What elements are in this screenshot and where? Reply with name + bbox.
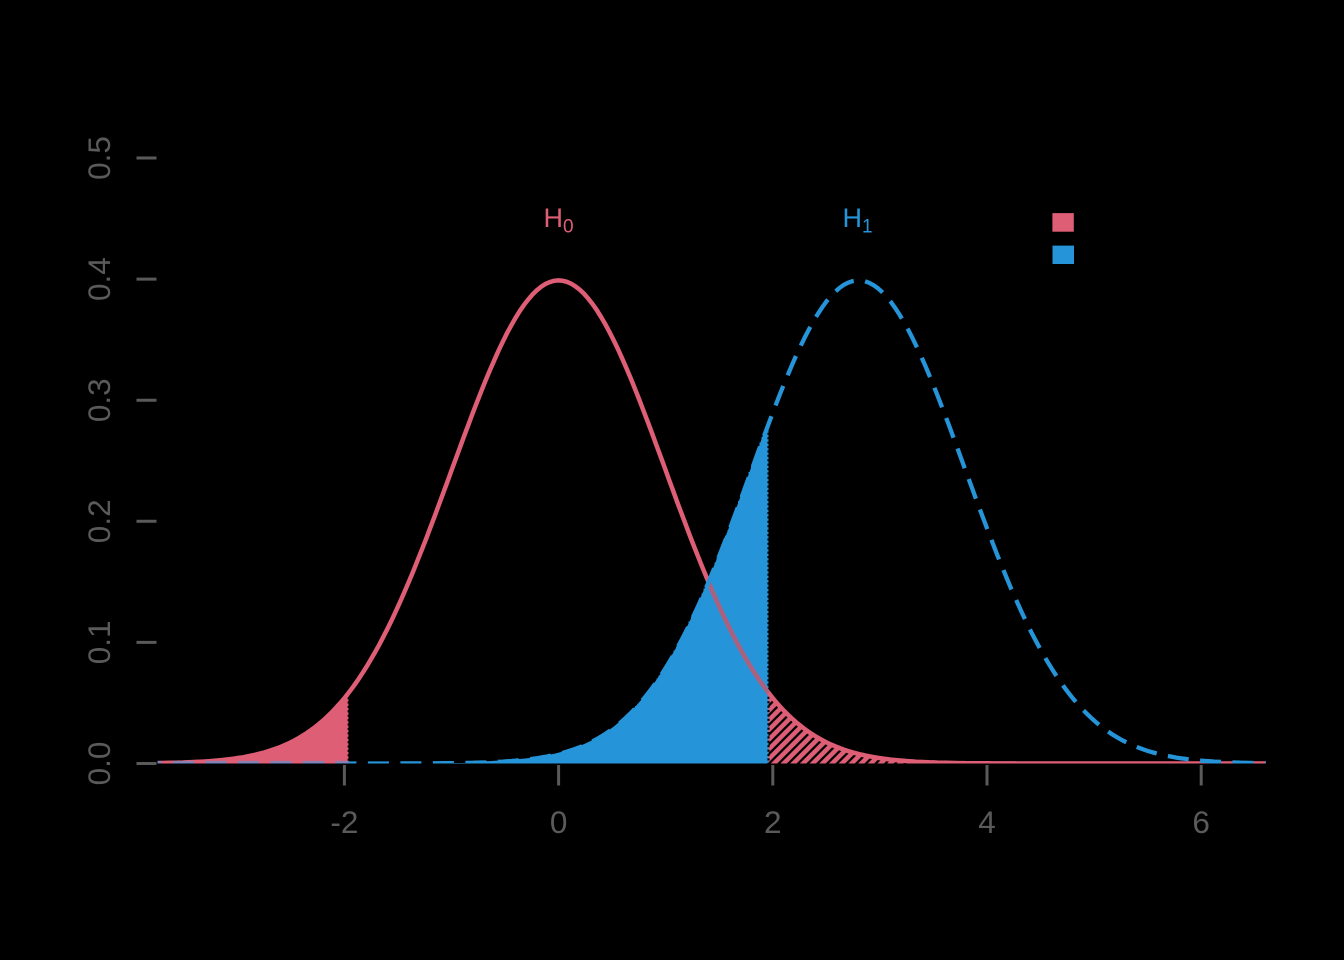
svg-text:0.4: 0.4 — [81, 257, 117, 301]
svg-text:0.5: 0.5 — [81, 136, 117, 180]
svg-text:0.0: 0.0 — [81, 742, 117, 786]
svg-text:2: 2 — [764, 804, 782, 840]
svg-text:-2: -2 — [330, 804, 358, 840]
svg-text:0.1: 0.1 — [81, 621, 117, 665]
svg-text:0.2: 0.2 — [81, 499, 117, 543]
svg-text:4: 4 — [978, 804, 996, 840]
svg-text:0.3: 0.3 — [81, 378, 117, 422]
svg-text:6: 6 — [1192, 804, 1210, 840]
svg-text:0: 0 — [550, 804, 568, 840]
